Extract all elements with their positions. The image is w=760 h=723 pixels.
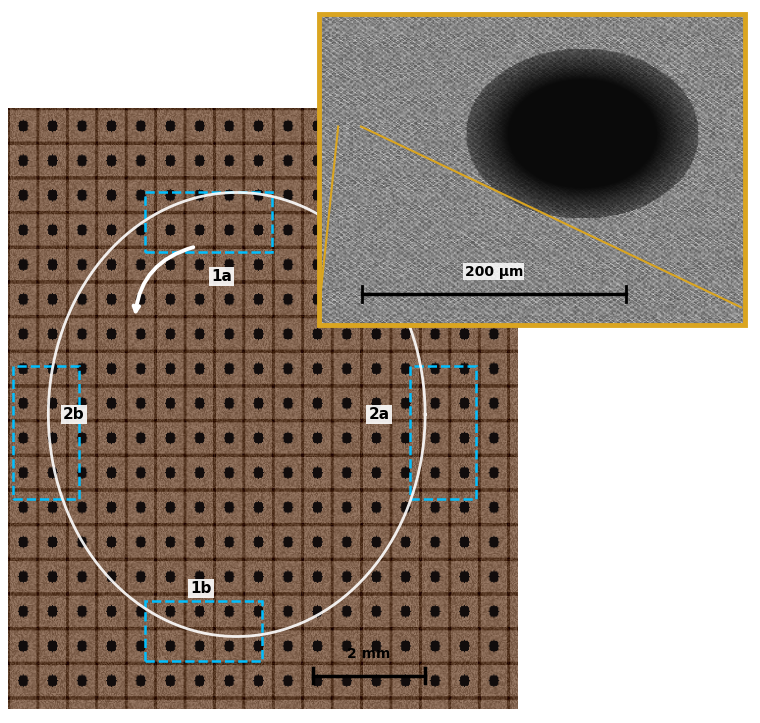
Bar (145, 601, 262, 661)
Text: 2 mm: 2 mm (347, 646, 391, 661)
Text: 2a: 2a (369, 407, 390, 422)
Text: 200 μm: 200 μm (464, 265, 523, 278)
Bar (145, 192, 272, 252)
Bar (13, 367, 79, 499)
Text: 1b: 1b (191, 581, 212, 596)
Text: 2b: 2b (63, 407, 84, 422)
Bar (410, 367, 476, 499)
Text: 1a: 1a (211, 269, 232, 284)
